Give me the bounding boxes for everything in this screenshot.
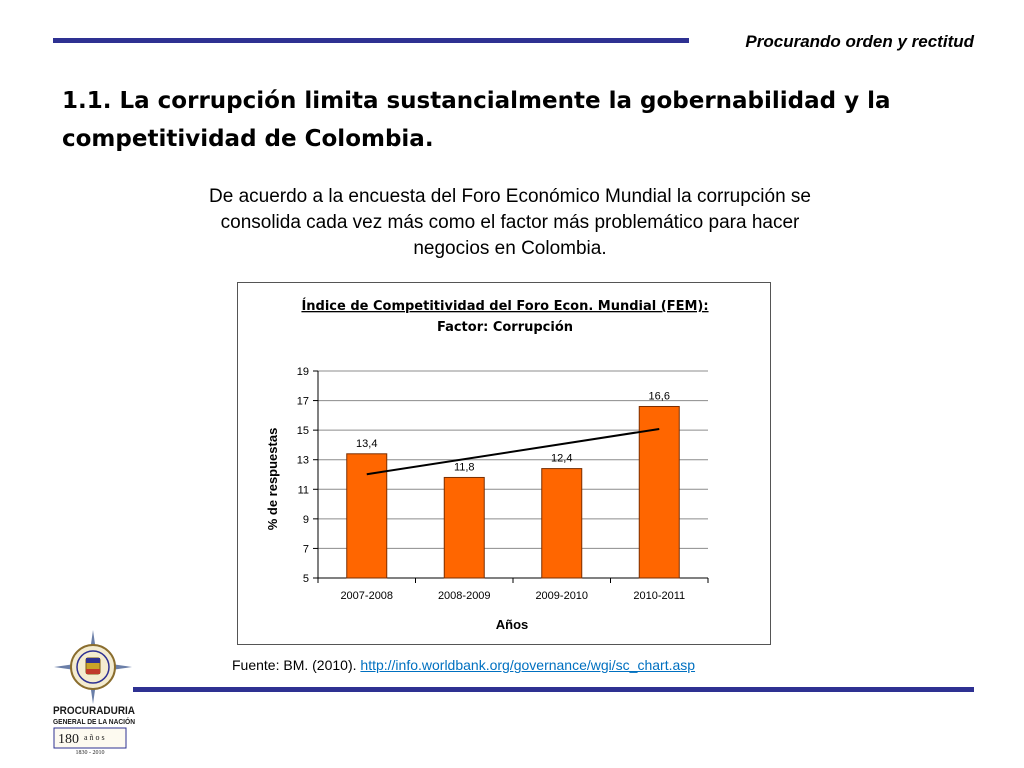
bar-chart: Índice de Competitividad del Foro Econ. … bbox=[265, 298, 709, 632]
bar-2007-2008 bbox=[346, 453, 388, 579]
logo-anniversary-word: años bbox=[84, 733, 107, 742]
bottom-divider bbox=[133, 687, 974, 692]
bar-2008-2009 bbox=[443, 476, 485, 579]
source-citation: Fuente: BM. (2010). http://info.worldban… bbox=[232, 657, 695, 673]
slide-title: 1.1. La corrupción limita sustancialment… bbox=[62, 88, 891, 152]
y-tick-label: 7 bbox=[303, 543, 309, 555]
bar-value-label: 11,8 bbox=[454, 461, 475, 473]
logo-name: PROCURADURIA bbox=[53, 705, 135, 717]
y-tick-label: 15 bbox=[297, 425, 309, 437]
x-tick-label: 2008-2009 bbox=[438, 590, 491, 602]
y-tick-label: 9 bbox=[303, 514, 309, 526]
x-tick-label: 2009-2010 bbox=[535, 590, 588, 602]
source-link[interactable]: http://info.worldbank.org/governance/wgi… bbox=[360, 657, 696, 673]
logo-anniversary: 180 bbox=[58, 732, 79, 747]
x-tick-label: 2007-2008 bbox=[340, 590, 393, 602]
logo-years: 1830 - 2010 bbox=[76, 750, 105, 756]
x-axis-label: Años bbox=[496, 617, 529, 632]
y-tick-label: 17 bbox=[297, 396, 309, 408]
y-axis-label: % de respuestas bbox=[265, 428, 280, 531]
bar-2010-2011 bbox=[638, 405, 680, 579]
top-divider bbox=[53, 38, 689, 43]
logo-subname: GENERAL DE LA NACIÓN bbox=[53, 717, 135, 726]
y-tick-label: 13 bbox=[297, 455, 309, 467]
y-tick-label: 5 bbox=[303, 573, 309, 585]
bar-value-label: 13,4 bbox=[356, 438, 377, 450]
y-tick-label: 11 bbox=[298, 484, 309, 496]
bar-2009-2010 bbox=[541, 468, 583, 579]
source-prefix: Fuente: BM. (2010). bbox=[232, 657, 357, 673]
chart-frame: Índice de Competitividad del Foro Econ. … bbox=[237, 282, 771, 645]
header-motto: Procurando orden y rectitud bbox=[745, 32, 974, 51]
chart-title: Índice de Competitividad del Foro Econ. … bbox=[301, 298, 708, 314]
bar-value-label: 16,6 bbox=[649, 390, 670, 402]
compass-emblem-icon bbox=[54, 630, 132, 704]
y-tick-label: 19 bbox=[297, 366, 309, 378]
procuraduria-logo: PROCURADURIA GENERAL DE LA NACIÓN 180 añ… bbox=[53, 630, 135, 756]
x-tick-label: 2010-2011 bbox=[633, 590, 685, 602]
bar-value-label: 12,4 bbox=[551, 453, 572, 465]
intro-paragraph: De acuerdo a la encuesta del Foro Económ… bbox=[209, 186, 811, 259]
trend-line bbox=[366, 427, 660, 476]
chart-subtitle: Factor: Corrupción bbox=[437, 320, 573, 335]
